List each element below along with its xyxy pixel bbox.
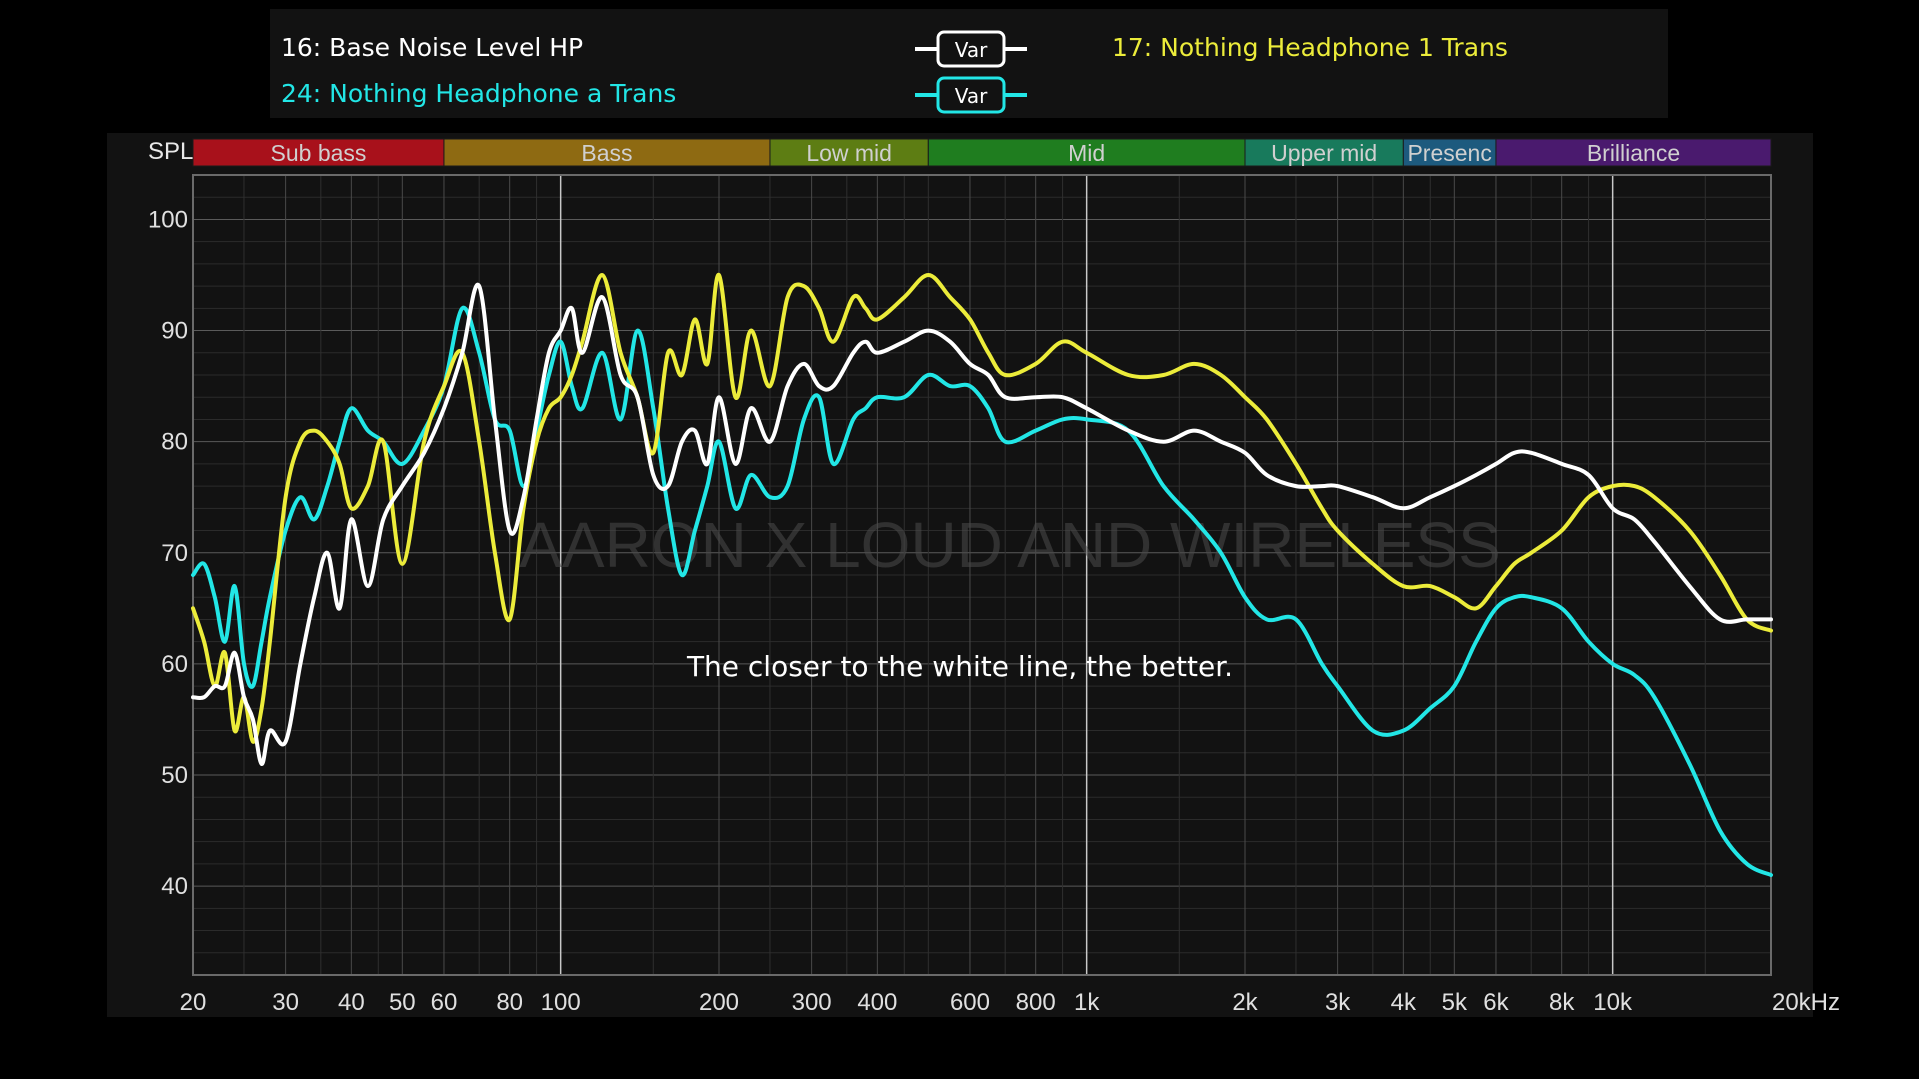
watermark: AARON X LOUD AND WIRELESS: [519, 509, 1501, 581]
legend-badge-label: Var: [955, 38, 988, 62]
x-tick-label: 20kHz: [1772, 989, 1840, 1016]
x-tick-label: 3k: [1325, 989, 1351, 1016]
legend-label-nothing-1: 17: Nothing Headphone 1 Trans: [1112, 33, 1508, 62]
y-tick-label: 100: [148, 206, 188, 233]
band-presenc: [1402, 138, 1497, 167]
band-low-mid: [769, 138, 929, 167]
x-tick-label: 6k: [1483, 989, 1509, 1016]
y-tick-label: 80: [161, 429, 188, 456]
x-tick-label: 5k: [1442, 989, 1468, 1016]
band-label: Mid: [1068, 140, 1105, 166]
x-tick-label: 2k: [1232, 989, 1258, 1016]
y-tick-label: 90: [161, 318, 188, 345]
x-tick-label: 800: [1016, 989, 1056, 1016]
x-tick-label: 80: [496, 989, 523, 1016]
legend-badge: [936, 30, 1006, 68]
x-tick-label: 50: [389, 989, 416, 1016]
band-label: Brilliance: [1587, 140, 1680, 166]
x-tick-label: 30: [272, 989, 299, 1016]
x-tick-label: 100: [541, 989, 581, 1016]
legend-label-base-noise: 16: Base Noise Level HP: [281, 33, 584, 62]
band-label: Sub bass: [271, 140, 367, 166]
x-tick-label: 8k: [1549, 989, 1575, 1016]
band-brilliance: [1495, 138, 1772, 167]
band-bass: [443, 138, 771, 167]
legend-label-nothing-a: 24: Nothing Headphone a Trans: [281, 79, 677, 108]
x-tick-label: 10k: [1593, 989, 1633, 1016]
x-tick-label: 60: [431, 989, 458, 1016]
band-sub-bass: [192, 138, 445, 167]
chart-note: The closer to the white line, the better…: [686, 650, 1233, 683]
x-tick-label: 600: [950, 989, 990, 1016]
x-tick-label: 4k: [1391, 989, 1417, 1016]
band-upper-mid: [1244, 138, 1404, 167]
band-mid: [927, 138, 1246, 167]
band-label: Bass: [581, 140, 632, 166]
band-label: Presenc: [1407, 140, 1491, 166]
y-tick-label: 70: [161, 540, 188, 567]
legend-badge-label: Var: [955, 84, 988, 108]
series-line-17-nothing-headphone-1-trans: [191, 272, 1773, 744]
y-tick-label: 40: [161, 873, 188, 900]
x-tick-label: 40: [338, 989, 365, 1016]
x-tick-label: 300: [792, 989, 832, 1016]
x-tick-label: 200: [699, 989, 739, 1016]
y-tick-label: 60: [161, 651, 188, 678]
band-label: Upper mid: [1271, 140, 1377, 166]
series-line-16-base-noise-level-hp: [191, 282, 1773, 766]
x-tick-label: 20: [180, 989, 207, 1016]
x-tick-label: 1k: [1074, 989, 1100, 1016]
legend-badge: [936, 76, 1006, 114]
x-tick-label: 400: [857, 989, 897, 1016]
y-axis-label: SPL: [148, 138, 193, 165]
band-label: Low mid: [806, 140, 892, 166]
series-line-24-nothing-headphone-a-trans: [191, 305, 1773, 877]
y-tick-label: 50: [161, 762, 188, 789]
